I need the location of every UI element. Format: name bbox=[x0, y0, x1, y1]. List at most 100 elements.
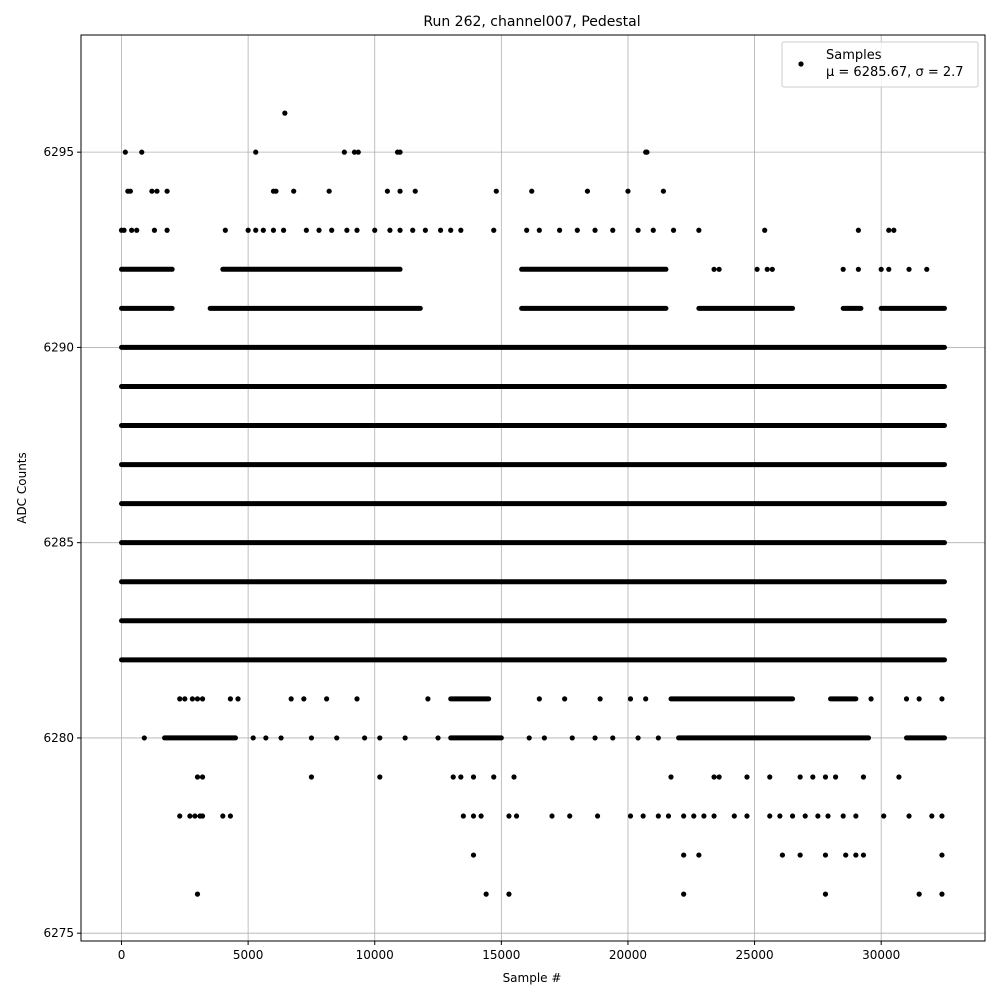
sample-point bbox=[716, 266, 722, 272]
sample-point bbox=[435, 735, 441, 741]
sample-point bbox=[762, 227, 768, 233]
sample-point bbox=[129, 227, 135, 233]
sample-point bbox=[903, 696, 910, 702]
x-axis: 0 5000 10000 15000 20000 25000 30000 bbox=[118, 941, 900, 962]
sample-point bbox=[199, 774, 206, 780]
sample-point bbox=[164, 188, 170, 194]
sample-point bbox=[569, 735, 575, 741]
sample-point bbox=[655, 735, 661, 741]
sample-point bbox=[354, 227, 360, 233]
sample-point bbox=[270, 227, 277, 233]
sample-point bbox=[635, 735, 641, 741]
sample-point bbox=[764, 266, 770, 272]
sample-point bbox=[797, 852, 803, 858]
sample-point bbox=[825, 813, 831, 819]
sample-point bbox=[868, 696, 874, 702]
sample-point bbox=[362, 735, 368, 741]
sample-point bbox=[541, 735, 547, 741]
sample-point bbox=[134, 227, 140, 233]
sample-point bbox=[354, 696, 360, 702]
legend-box bbox=[781, 41, 979, 88]
sample-point bbox=[681, 852, 687, 858]
sample-point bbox=[701, 813, 707, 819]
sample-point bbox=[506, 813, 512, 819]
sample-point bbox=[574, 227, 580, 233]
sample-point bbox=[840, 266, 846, 272]
sample-point bbox=[344, 227, 350, 233]
sample-point bbox=[536, 696, 542, 702]
x-tick-label: 20000 bbox=[609, 948, 647, 962]
sample-point bbox=[334, 735, 340, 741]
sample-point bbox=[121, 227, 127, 233]
sample-point bbox=[397, 188, 403, 194]
sample-point bbox=[491, 227, 497, 233]
legend-stats: μ = 6285.67, σ = 2.7 bbox=[826, 65, 964, 80]
sample-point bbox=[425, 696, 431, 702]
sample-point bbox=[802, 813, 808, 819]
sample-point bbox=[448, 227, 454, 233]
sample-point bbox=[939, 891, 945, 897]
sample-point bbox=[832, 774, 839, 780]
sample-point bbox=[316, 227, 322, 233]
sample-point bbox=[308, 774, 315, 780]
x-tick-label: 25000 bbox=[735, 948, 773, 962]
sample-point bbox=[513, 813, 520, 819]
sample-point bbox=[141, 735, 147, 741]
sample-point bbox=[744, 774, 750, 780]
sample-point bbox=[536, 227, 542, 233]
sample-point bbox=[939, 813, 945, 819]
sample-point bbox=[301, 696, 307, 702]
sample-point bbox=[769, 266, 775, 272]
sample-point bbox=[896, 774, 902, 780]
sample-point bbox=[377, 735, 383, 741]
sample-point bbox=[151, 227, 158, 233]
plot-frame bbox=[80, 34, 986, 942]
x-tick-label: 30000 bbox=[862, 948, 900, 962]
sample-point bbox=[177, 696, 183, 702]
sample-point bbox=[355, 149, 361, 155]
sample-point bbox=[855, 266, 861, 272]
sample-point bbox=[668, 774, 674, 780]
sample-point bbox=[260, 227, 266, 233]
sample-point bbox=[822, 852, 829, 858]
sample-point bbox=[906, 813, 912, 819]
sample-point bbox=[194, 774, 201, 780]
sample-point bbox=[422, 227, 428, 233]
x-tick-label: 10000 bbox=[356, 948, 394, 962]
sample-point bbox=[458, 774, 464, 780]
sample-point bbox=[227, 696, 234, 702]
sample-point bbox=[625, 188, 631, 194]
sample-point bbox=[939, 696, 945, 702]
sample-point bbox=[149, 188, 155, 194]
sample-point bbox=[711, 813, 717, 819]
sample-point bbox=[644, 149, 650, 155]
sample-point bbox=[665, 813, 672, 819]
legend-label: Samples bbox=[826, 48, 882, 63]
y-tick-label: 6275 bbox=[43, 926, 74, 940]
sample-point bbox=[372, 227, 378, 233]
sample-point bbox=[384, 188, 390, 194]
sample-point bbox=[592, 227, 598, 233]
sample-point bbox=[377, 774, 383, 780]
sample-point bbox=[189, 696, 196, 702]
sample-point bbox=[412, 188, 418, 194]
sample-point bbox=[777, 813, 783, 819]
sample-point bbox=[187, 813, 193, 819]
sample-point bbox=[640, 813, 646, 819]
sample-point bbox=[280, 227, 287, 233]
sample-point bbox=[924, 266, 930, 272]
sample-point bbox=[655, 813, 661, 819]
sample-point bbox=[220, 813, 226, 819]
sample-point bbox=[192, 813, 198, 819]
sample-point bbox=[397, 149, 403, 155]
sample-point bbox=[324, 696, 330, 702]
sample-point bbox=[767, 774, 773, 780]
y-tick-label: 6290 bbox=[43, 340, 74, 354]
sample-point bbox=[194, 696, 201, 702]
sample-point bbox=[351, 149, 358, 155]
sample-point bbox=[822, 891, 829, 897]
sample-point bbox=[886, 227, 892, 233]
sample-point bbox=[643, 696, 649, 702]
sample-point bbox=[199, 696, 206, 702]
sample-point bbox=[597, 696, 603, 702]
